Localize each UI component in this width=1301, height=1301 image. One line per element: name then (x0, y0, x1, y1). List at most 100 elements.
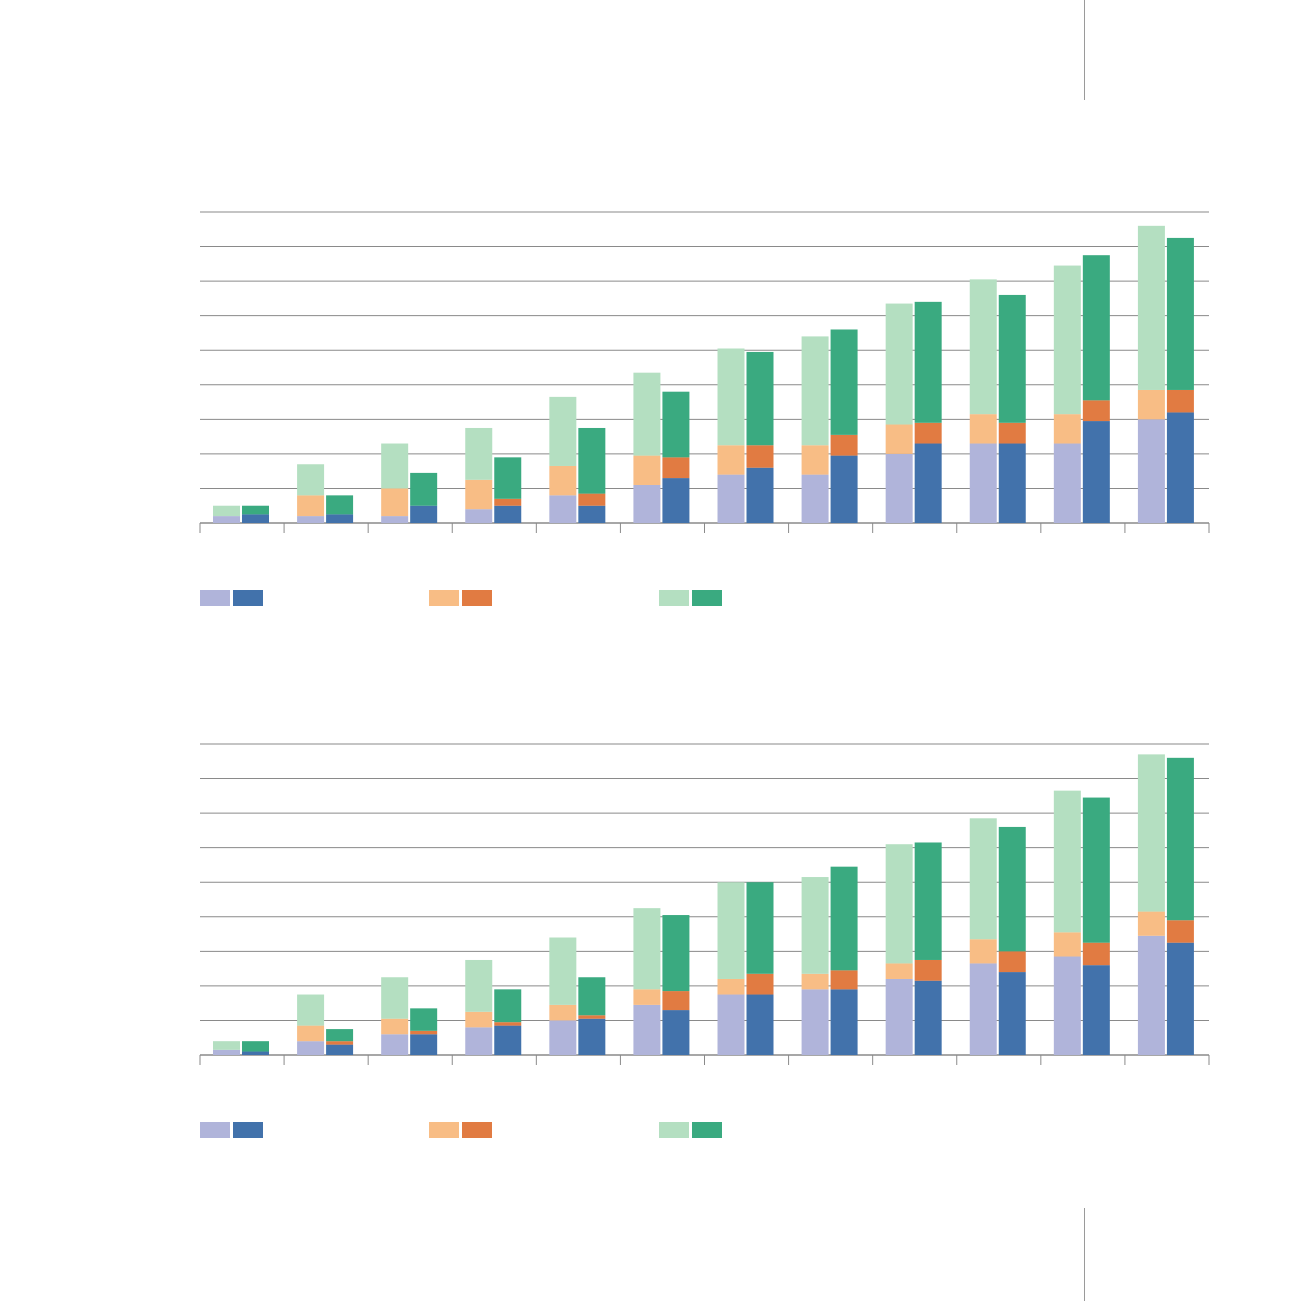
chart-top-bar-series-3-dark-7 (746, 351, 774, 446)
chart-bottom-bar-series-3-dark-10 (998, 826, 1026, 952)
chart-bottom-bar-series-3-dark-4 (494, 989, 522, 1023)
chart-bottom-legend-swatch-light-3 (659, 1122, 689, 1138)
chart-bottom-bar-series-3-dark-1 (242, 1041, 269, 1052)
chart-top-bar-series-1-dark-9 (914, 443, 942, 523)
chart-top-bar-series-1-light-4 (465, 509, 493, 523)
chart-bottom-bar-series-3-dark-11 (1082, 797, 1110, 943)
chart-bottom-bar-series-2-dark-11 (1082, 942, 1110, 966)
chart-bottom-legend-swatch-dark-2 (462, 1122, 492, 1138)
chart-bottom-bar-series-3-light-1 (213, 1041, 240, 1050)
chart-bottom-bar-series-1-dark-3 (410, 1034, 438, 1055)
chart-top-bar-series-2-dark-5 (578, 493, 606, 506)
chart-bottom-bar-series-3-light-6 (633, 908, 661, 990)
chart-bottom-bar-series-2-dark-2 (326, 1041, 354, 1045)
chart-top-bar-series-3-light-5 (549, 396, 577, 466)
chart-bottom-bar-series-1-dark-4 (494, 1025, 522, 1055)
chart-bottom-bar-series-3-light-9 (885, 844, 913, 964)
chart-bottom-svg (199, 743, 1210, 1138)
chart-top-bar-series-2-light-7 (717, 445, 745, 475)
chart-bottom-legend-swatch-light-2 (429, 1122, 459, 1138)
chart-bottom-bar-series-1-dark-10 (998, 972, 1026, 1055)
chart-bottom-bar-series-1-light-12 (1137, 935, 1165, 1055)
chart-top-bar-series-3-dark-8 (830, 329, 858, 435)
chart-bottom-bar-series-3-light-4 (465, 959, 493, 1012)
chart-bottom-bar-series-2-dark-7 (746, 973, 774, 995)
chart-top-bar-series-2-light-11 (1053, 414, 1081, 444)
chart-bottom-bar-series-3-dark-3 (410, 1008, 438, 1031)
chart-top-bar-series-2-dark-8 (830, 434, 858, 456)
chart-bottom-bar-series-3-light-5 (549, 937, 577, 1005)
chart-top-bar-series-2-light-12 (1137, 389, 1165, 420)
chart-top-bar-series-2-dark-11 (1082, 400, 1110, 422)
chart-top-bar-series-2-light-5 (549, 465, 577, 496)
chart-top-bar-series-1-light-10 (969, 443, 997, 523)
chart-top-bar-series-3-dark-6 (662, 391, 690, 458)
chart-bottom-bar-series-2-light-12 (1137, 911, 1165, 936)
chart-top-bar-series-3-dark-9 (914, 301, 942, 423)
chart-top-bar-series-2-light-10 (969, 414, 997, 444)
chart-top-bar-series-2-light-8 (801, 445, 829, 475)
chart-top-bar-series-3-dark-1 (242, 505, 269, 515)
chart-bottom-bar-series-2-dark-5 (578, 1015, 606, 1019)
chart-bottom-bar-series-1-dark-1 (242, 1051, 269, 1055)
chart-top-bar-series-3-light-8 (801, 336, 829, 446)
chart-top-bar-series-2-light-4 (465, 479, 493, 510)
chart-bottom-bar-series-1-light-4 (465, 1027, 493, 1055)
chart-top-bar-series-1-light-2 (297, 516, 325, 523)
chart-top-legend-swatch-dark-2 (462, 590, 492, 606)
chart-top-bar-series-3-light-12 (1137, 225, 1165, 390)
chart-bottom-bar-series-2-light-5 (549, 1004, 577, 1021)
chart-top-bar-series-1-light-8 (801, 474, 829, 523)
chart-bottom-bar-series-1-light-11 (1053, 956, 1081, 1055)
chart-bottom-bar-series-1-light-5 (549, 1020, 577, 1055)
chart-bottom-bar-series-1-dark-12 (1166, 942, 1194, 1055)
chart-bottom-bar-series-1-dark-9 (914, 980, 942, 1055)
chart-bottom-bar-series-1-light-6 (633, 1004, 661, 1055)
chart-bottom-bar-series-1-dark-11 (1082, 965, 1110, 1055)
chart-bottom-bar-series-3-light-3 (381, 977, 409, 1019)
chart-top-bar-series-3-light-6 (633, 372, 661, 456)
chart-bottom-bar-series-2-dark-10 (998, 951, 1026, 973)
chart-top-bar-series-1-light-9 (885, 453, 913, 523)
chart-top-bar-series-1-dark-12 (1166, 412, 1194, 523)
chart-bottom-bar-series-1-dark-8 (830, 989, 858, 1055)
chart-top-legend-swatch-light-2 (429, 590, 459, 606)
chart-bottom-bar-series-1-light-1 (213, 1049, 240, 1055)
chart-bottom-bar-series-3-dark-2 (326, 1029, 354, 1042)
chart-top-bar-series-1-dark-2 (326, 514, 354, 523)
chart-top-bar-series-3-light-3 (381, 443, 409, 489)
chart-top-bar-series-1-light-7 (717, 474, 745, 523)
chart-bottom-bar-series-2-light-9 (885, 963, 913, 979)
chart-bottom-bar-series-1-light-7 (717, 994, 745, 1055)
chart-top-bar-series-3-light-1 (213, 505, 240, 517)
chart-top-bar-series-2-dark-7 (746, 445, 774, 468)
chart-bottom-bar-series-1-light-8 (801, 989, 829, 1055)
chart-bottom-bar-series-1-light-9 (885, 978, 913, 1055)
chart-top-legend-swatch-dark-3 (692, 590, 722, 606)
chart-top-bar-series-2-light-9 (885, 424, 913, 454)
chart-top-legend-swatch-dark-1 (233, 590, 263, 606)
chart-bottom-bar-series-3-dark-6 (662, 915, 690, 992)
chart-top-bar-series-3-light-7 (717, 348, 745, 446)
chart-bottom-bar-series-1-dark-2 (326, 1044, 354, 1055)
chart-top-bar-series-1-dark-8 (830, 455, 858, 523)
chart-bottom-legend-swatch-dark-3 (692, 1122, 722, 1138)
chart-bottom-bar-series-1-light-3 (381, 1034, 409, 1055)
chart-top-bar-series-3-dark-4 (494, 457, 522, 499)
chart-top-bar-series-3-dark-11 (1082, 255, 1110, 401)
chart-top-bar-series-1-dark-3 (410, 505, 438, 523)
chart-top-bar-series-1-light-6 (633, 484, 661, 523)
chart-bottom-bar-series-1-light-10 (969, 963, 997, 1055)
chart-top-bar-series-3-light-4 (465, 427, 493, 480)
chart-top-bar-series-1-dark-10 (998, 443, 1026, 523)
chart-bottom-bar-series-2-dark-6 (662, 991, 690, 1011)
chart-bottom-bar-series-3-dark-12 (1166, 757, 1194, 921)
stacked-bar-chart-bottom (0, 532, 1301, 1172)
chart-top-legend-swatch-light-1 (200, 590, 230, 606)
chart-top-legend-swatch-light-3 (659, 590, 689, 606)
chart-bottom-bar-series-2-dark-9 (914, 959, 942, 981)
chart-top-bar-series-2-dark-10 (998, 422, 1026, 444)
chart-bottom-legend-swatch-light-1 (200, 1122, 230, 1138)
chart-top-bar-series-3-light-10 (969, 279, 997, 415)
chart-top-bar-series-2-light-2 (297, 495, 325, 517)
